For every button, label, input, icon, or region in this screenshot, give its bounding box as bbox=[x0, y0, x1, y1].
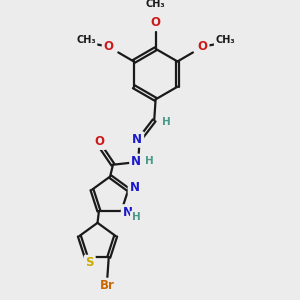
Text: H: H bbox=[132, 212, 140, 222]
Text: O: O bbox=[95, 135, 105, 148]
Text: N: N bbox=[122, 206, 133, 219]
Text: N: N bbox=[132, 133, 142, 146]
Text: S: S bbox=[85, 256, 94, 269]
Text: H: H bbox=[162, 117, 170, 127]
Text: Br: Br bbox=[100, 280, 115, 292]
Text: H: H bbox=[145, 155, 153, 166]
Text: N: N bbox=[131, 155, 141, 168]
Text: CH₃: CH₃ bbox=[76, 35, 96, 45]
Text: CH₃: CH₃ bbox=[146, 0, 165, 9]
Text: N: N bbox=[130, 181, 140, 194]
Text: CH₃: CH₃ bbox=[215, 35, 235, 45]
Text: O: O bbox=[151, 16, 160, 28]
Text: O: O bbox=[198, 40, 208, 53]
Text: O: O bbox=[103, 40, 113, 53]
